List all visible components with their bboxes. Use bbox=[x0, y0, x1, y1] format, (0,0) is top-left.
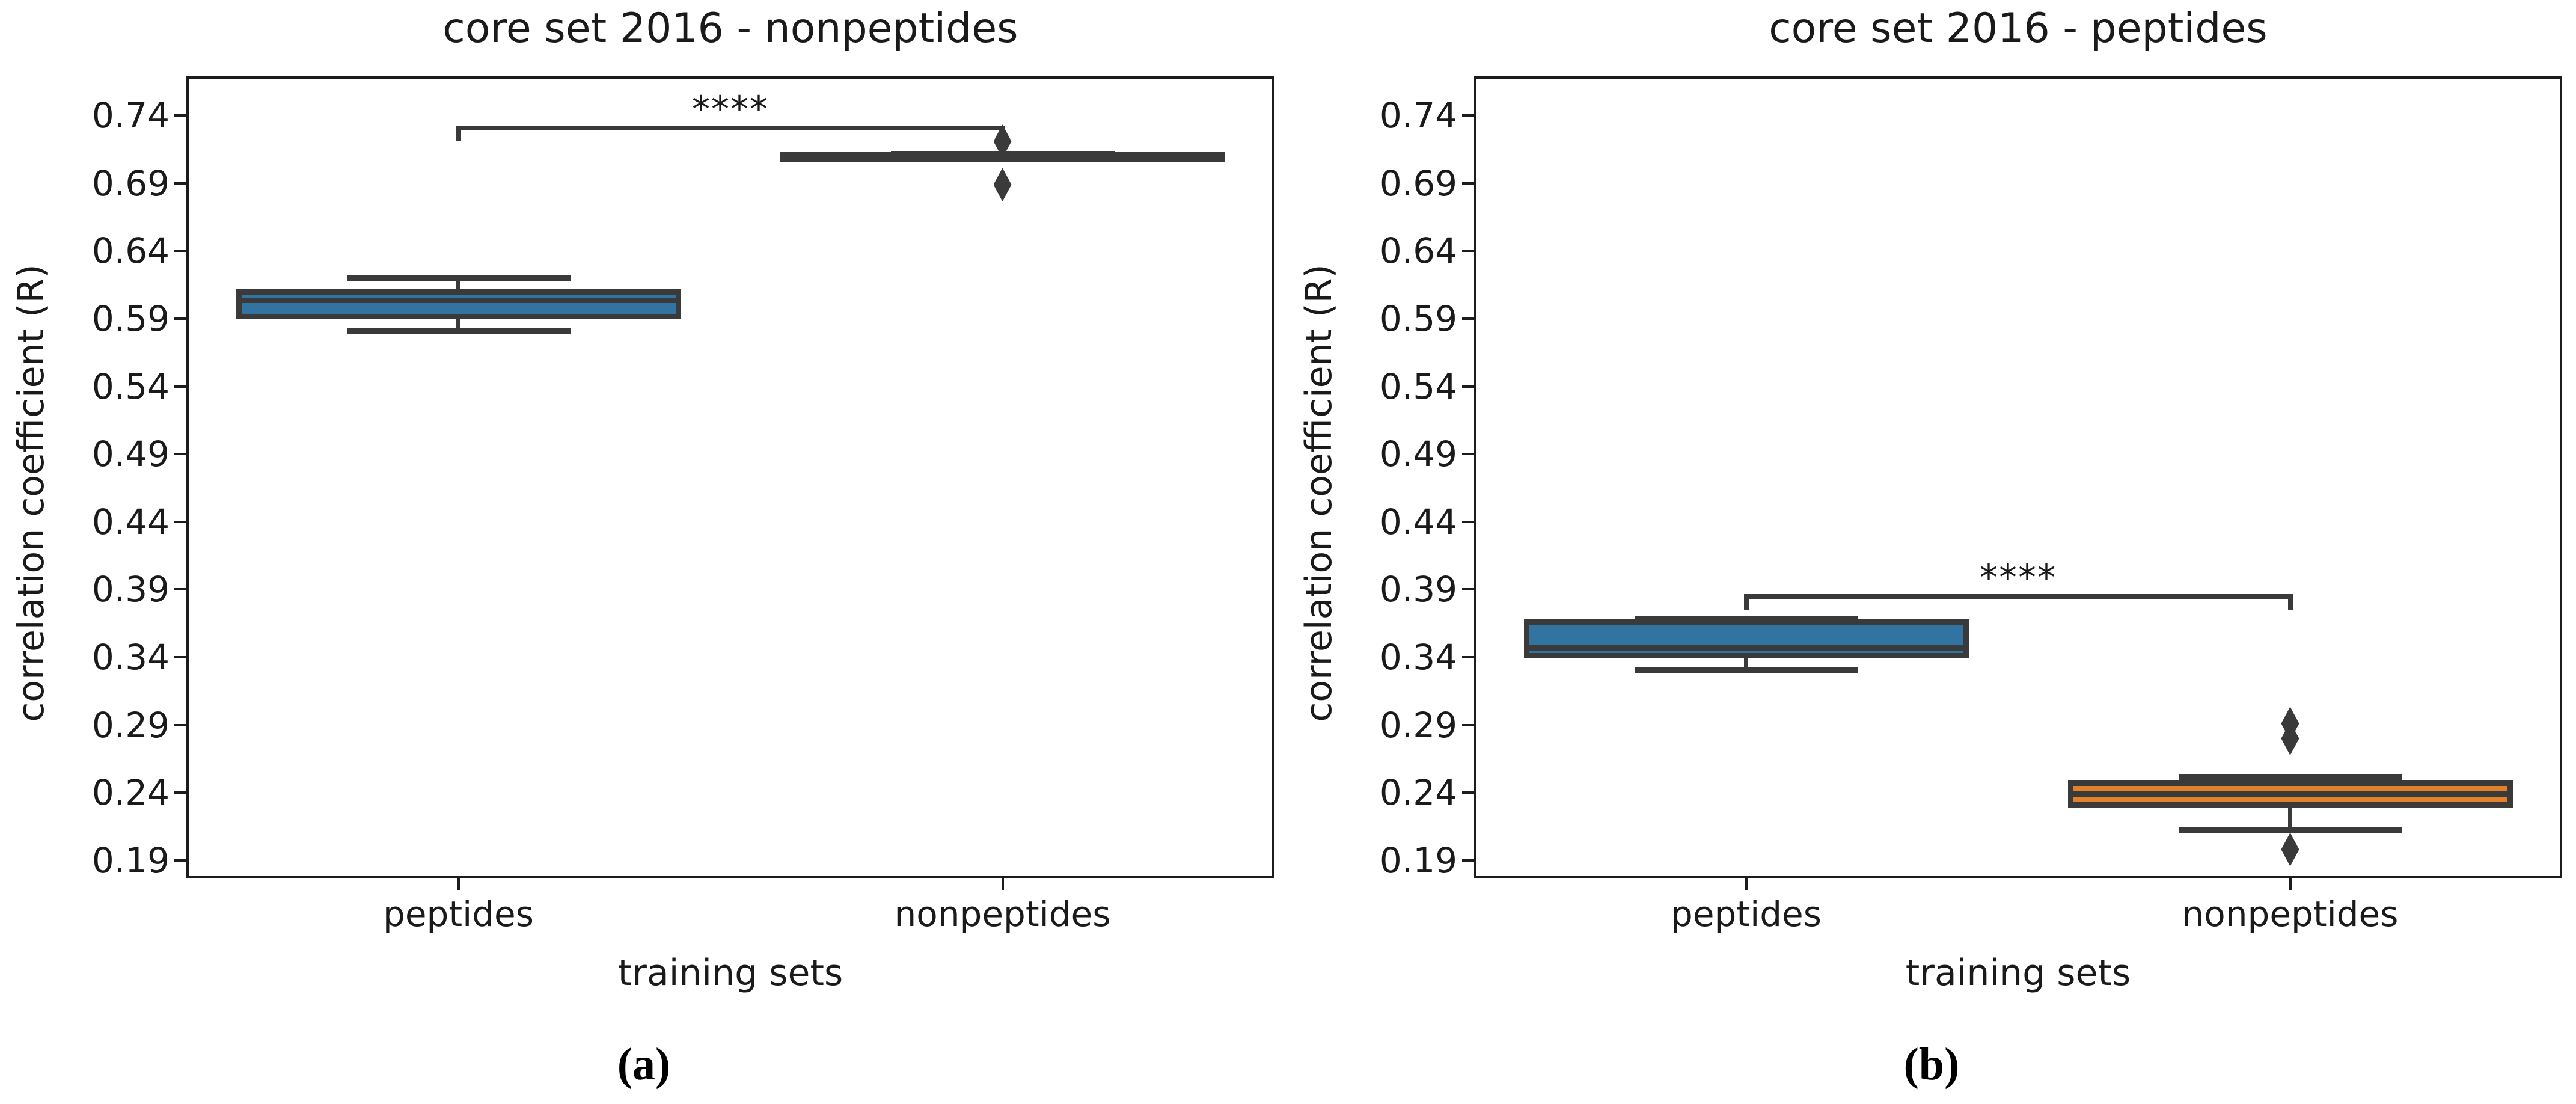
significance-bar bbox=[1746, 593, 2290, 599]
y-tick-label: 0.74 bbox=[1379, 95, 1457, 136]
y-tick-mark bbox=[1462, 723, 1474, 726]
x-tick-mark bbox=[457, 878, 460, 890]
y-tick-label: 0.34 bbox=[91, 636, 170, 678]
y-axis-label-a: correlation coefficient (R) bbox=[10, 264, 52, 722]
y-tick-label: 0.39 bbox=[1379, 569, 1457, 610]
y-tick-mark bbox=[1462, 250, 1474, 253]
significance-label: **** bbox=[692, 88, 769, 131]
significance-tick-left bbox=[1743, 593, 1749, 610]
x-tick-label: nonpeptides bbox=[894, 894, 1111, 934]
y-tick-label: 0.59 bbox=[1379, 298, 1457, 340]
y-tick-label: 0.74 bbox=[91, 95, 170, 136]
x-tick-label: nonpeptides bbox=[2182, 894, 2399, 934]
y-tick-mark bbox=[174, 859, 186, 862]
x-axis-label-b: training sets bbox=[1905, 952, 2131, 994]
y-tick-mark bbox=[174, 791, 186, 794]
y-tick-mark bbox=[174, 520, 186, 523]
y-tick-mark bbox=[1462, 655, 1474, 658]
axes-box-a bbox=[186, 76, 1274, 878]
y-tick-label: 0.44 bbox=[1379, 501, 1457, 542]
median-line bbox=[241, 298, 676, 304]
x-tick-mark bbox=[1745, 878, 1748, 890]
y-tick-mark bbox=[1462, 520, 1474, 523]
y-tick-label: 0.69 bbox=[91, 162, 170, 204]
y-tick-label: 0.64 bbox=[1379, 230, 1457, 272]
y-tick-mark bbox=[1462, 453, 1474, 456]
y-tick-mark bbox=[174, 317, 186, 320]
y-tick-mark bbox=[174, 385, 186, 388]
whisker-cap-upper bbox=[346, 275, 571, 281]
significance-label: **** bbox=[1980, 557, 2057, 600]
y-tick-mark bbox=[1462, 114, 1474, 117]
x-axis-label-a: training sets bbox=[617, 952, 843, 994]
whisker-cap-lower bbox=[1634, 667, 1858, 674]
x-tick-label: peptides bbox=[1671, 894, 1822, 934]
y-tick-mark bbox=[1462, 791, 1474, 794]
plot-title-a: core set 2016 - nonpeptides bbox=[442, 5, 1018, 52]
plot-title-b: core set 2016 - peptides bbox=[1769, 5, 2268, 52]
y-tick-label: 0.49 bbox=[91, 434, 170, 475]
panel-caption-b: (b) bbox=[1903, 1039, 1960, 1090]
box-peptides bbox=[1523, 619, 1969, 659]
y-tick-mark bbox=[174, 250, 186, 253]
box-peptides bbox=[236, 289, 681, 320]
y-tick-mark bbox=[174, 182, 186, 185]
y-tick-label: 0.69 bbox=[1379, 162, 1457, 204]
y-tick-label: 0.59 bbox=[91, 298, 170, 340]
y-tick-label: 0.39 bbox=[91, 569, 170, 610]
median-line bbox=[2073, 791, 2507, 797]
y-tick-label: 0.24 bbox=[91, 772, 170, 814]
y-tick-mark bbox=[174, 453, 186, 456]
whisker-upper bbox=[456, 278, 460, 292]
y-axis-label-b: correlation coefficient (R) bbox=[1298, 264, 1340, 722]
x-tick-label: peptides bbox=[383, 894, 534, 934]
panel-caption-a: (a) bbox=[617, 1039, 671, 1090]
whisker-cap-lower bbox=[2178, 827, 2402, 834]
y-tick-mark bbox=[1462, 859, 1474, 862]
y-tick-mark bbox=[174, 588, 186, 591]
y-tick-mark bbox=[174, 655, 186, 658]
y-tick-mark bbox=[1462, 317, 1474, 320]
y-tick-label: 0.49 bbox=[1379, 434, 1457, 475]
y-tick-label: 0.19 bbox=[91, 839, 170, 881]
y-tick-label: 0.29 bbox=[91, 704, 170, 746]
y-tick-mark bbox=[1462, 385, 1474, 388]
whisker-cap-upper bbox=[2178, 774, 2402, 781]
significance-tick-right bbox=[2287, 593, 2293, 610]
median-line bbox=[1529, 645, 1963, 651]
x-tick-mark bbox=[2289, 878, 2292, 890]
whisker-lower bbox=[1744, 655, 1748, 671]
significance-bar bbox=[458, 125, 1003, 130]
whisker-cap-lower bbox=[346, 328, 571, 334]
y-tick-mark bbox=[174, 114, 186, 117]
x-tick-mark bbox=[1001, 878, 1004, 890]
y-tick-label: 0.64 bbox=[91, 230, 170, 272]
y-tick-label: 0.44 bbox=[91, 501, 170, 542]
y-tick-label: 0.34 bbox=[1379, 636, 1457, 678]
y-tick-label: 0.54 bbox=[91, 366, 170, 407]
y-tick-label: 0.19 bbox=[1379, 839, 1457, 881]
significance-tick-left bbox=[456, 125, 461, 141]
y-tick-mark bbox=[1462, 182, 1474, 185]
y-tick-mark bbox=[1462, 588, 1474, 591]
y-tick-label: 0.29 bbox=[1379, 704, 1457, 746]
whisker-lower bbox=[2288, 805, 2292, 831]
y-tick-label: 0.24 bbox=[1379, 772, 1457, 814]
whisker-lower bbox=[456, 316, 460, 331]
axes-box-b bbox=[1474, 76, 2562, 878]
y-tick-mark bbox=[174, 723, 186, 726]
y-tick-label: 0.54 bbox=[1379, 366, 1457, 407]
significance-tick-right bbox=[1000, 125, 1005, 141]
